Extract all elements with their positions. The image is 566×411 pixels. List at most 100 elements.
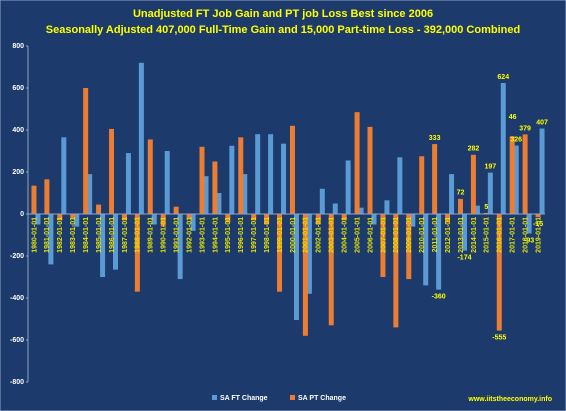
- bar: [177, 214, 183, 280]
- legend-label: SA FT Change: [220, 395, 268, 402]
- data-label: 5: [484, 204, 488, 211]
- y-tick-label: -600: [10, 337, 24, 344]
- bar: [302, 214, 308, 336]
- x-tick-label: 1991-01-01: [173, 217, 180, 253]
- x-tick-label: 2006-01-01: [367, 217, 374, 253]
- bar: [57, 214, 63, 221]
- x-tick-label: 2003-01-01: [329, 217, 336, 253]
- data-label: 333: [429, 135, 441, 142]
- bar: [419, 156, 425, 214]
- bar: [190, 214, 196, 231]
- x-tick-label: 2008-01-01: [393, 217, 400, 253]
- source: www.iitstheeconomy.info: [467, 396, 552, 403]
- x-tick-label: 1982-01-01: [57, 217, 64, 253]
- y-tick-label: 800: [12, 43, 24, 50]
- annotation: 46: [509, 114, 517, 121]
- x-tick-label: 1993-01-01: [199, 217, 206, 253]
- y-tick-label: 600: [12, 85, 24, 92]
- x-tick-label: 2010-01-01: [419, 217, 426, 253]
- x-tick-label: 2007-01-01: [380, 217, 387, 253]
- x-tick-label: 1997-01-01: [251, 217, 258, 253]
- x-tick-label: 2018-01-01: [522, 217, 529, 253]
- bar: [268, 134, 274, 214]
- bar: [229, 145, 235, 214]
- bar: [277, 214, 283, 292]
- x-tick-label: 1980-01-01: [31, 217, 38, 253]
- x-tick-label: 2014-01-01: [471, 217, 478, 253]
- x-tick-label: 2019-01-01: [535, 217, 542, 253]
- x-tick-label: 2017-01-01: [510, 217, 517, 253]
- bar: [393, 214, 399, 328]
- x-tick-label: 2001-01-01: [303, 217, 310, 253]
- data-label: 72: [457, 190, 465, 197]
- bar: [44, 179, 50, 214]
- data-label: -555: [492, 334, 506, 341]
- bar: [500, 82, 506, 215]
- x-tick-label: 1998-01-01: [264, 217, 271, 253]
- bar: [410, 214, 416, 227]
- data-label: -93: [524, 237, 534, 244]
- bar: [255, 134, 261, 214]
- bar: [31, 185, 37, 214]
- chart-title: Unadjusted FT Job Gain and PT job Loss B…: [133, 8, 433, 20]
- x-tick-label: 1989-01-01: [148, 217, 155, 253]
- bar: [203, 176, 209, 214]
- bar: [173, 206, 179, 214]
- y-tick-label: 400: [12, 127, 24, 134]
- x-tick-label: 2016-01-01: [497, 217, 504, 253]
- x-tick-label: 2011-01-01: [432, 217, 439, 253]
- chart-subtitle: Seasonally Adjusted 407,000 Full-Time Ga…: [46, 24, 520, 36]
- bar: [264, 214, 270, 225]
- bar: [341, 214, 347, 221]
- bar: [293, 214, 299, 321]
- x-tick-label: 1995-01-01: [225, 217, 232, 253]
- data-label: 624: [497, 74, 509, 81]
- y-tick-label: -400: [10, 295, 24, 302]
- bar: [509, 136, 515, 214]
- x-tick-label: 2005-01-01: [354, 217, 361, 253]
- x-tick-label: 1992-01-01: [186, 217, 193, 253]
- bar: [423, 214, 429, 286]
- bar: [432, 144, 438, 214]
- data-label: 197: [484, 163, 496, 170]
- bar: [384, 200, 390, 214]
- bar: [436, 214, 442, 290]
- bar: [251, 214, 257, 221]
- bar: [315, 214, 321, 225]
- x-tick-label: 1984-01-01: [83, 217, 90, 253]
- bar: [70, 214, 76, 219]
- bar: [281, 143, 287, 214]
- bar: [125, 153, 131, 214]
- x-tick-label: 1999-01-01: [277, 217, 284, 253]
- bar: [457, 198, 463, 214]
- y-tick-label: -800: [10, 379, 24, 386]
- bar: [397, 157, 403, 214]
- x-tick-label: 1985-01-01: [96, 217, 103, 253]
- bar: [134, 214, 140, 292]
- data-label: 379: [519, 125, 531, 132]
- data-label: -15: [533, 221, 543, 228]
- bar: [48, 214, 54, 265]
- x-tick-label: 1983-01-01: [70, 217, 77, 253]
- bar: [522, 134, 528, 214]
- x-tick-label: 1987-01-01: [122, 217, 129, 253]
- bar: [61, 137, 67, 214]
- x-tick-label: 1988-01-01: [135, 217, 142, 253]
- bar: [74, 214, 80, 227]
- data-label: 326: [510, 136, 522, 143]
- bar: [470, 154, 476, 214]
- bar: [96, 204, 102, 214]
- bar: [367, 126, 373, 214]
- bar: [345, 160, 351, 214]
- bar: [138, 62, 144, 214]
- bar: [83, 88, 89, 214]
- bar: [449, 174, 455, 214]
- bar: [513, 145, 519, 214]
- bar: [406, 214, 412, 280]
- bar: [474, 205, 480, 214]
- x-tick-label: 2000-01-01: [290, 217, 297, 253]
- bar: [199, 146, 205, 214]
- bar: [526, 214, 532, 234]
- x-tick-label: 2004-01-01: [342, 217, 349, 253]
- bar: [328, 214, 334, 326]
